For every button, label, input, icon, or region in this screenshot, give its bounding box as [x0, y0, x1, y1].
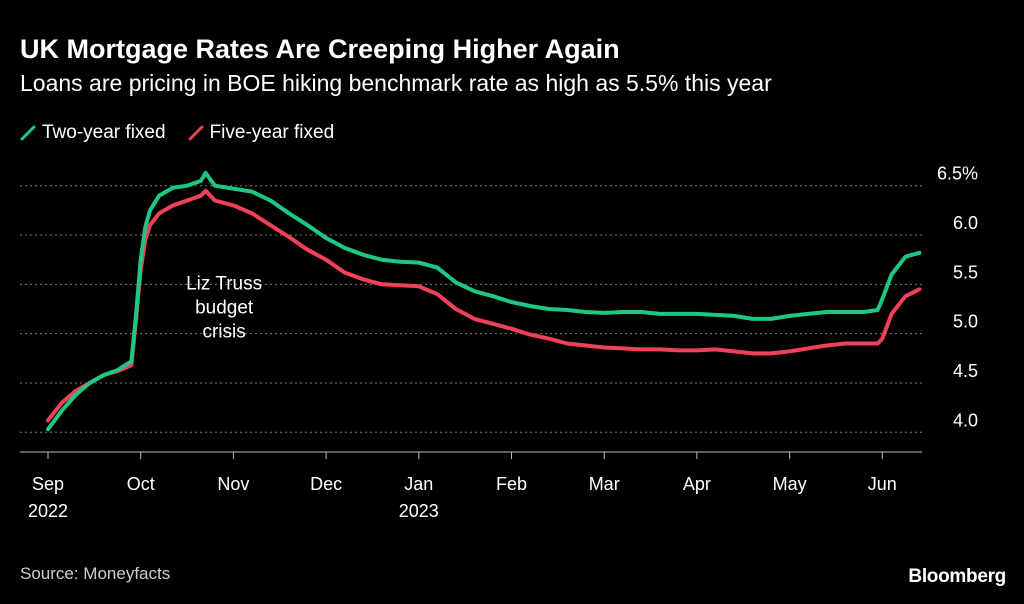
- x-tick-year-0: 2022: [28, 501, 68, 521]
- y-tick-label-2: 5.0: [953, 312, 978, 332]
- chart-title: UK Mortgage Rates Are Creeping Higher Ag…: [20, 34, 620, 64]
- y-tick-label-3: 5.5: [953, 262, 978, 282]
- five-year-line-icon: [188, 125, 204, 141]
- y-tick-label-5: 6.5%: [937, 164, 978, 184]
- x-tick-label-8: May: [773, 474, 807, 494]
- annotation-line-0: Liz Truss: [186, 273, 262, 294]
- x-tick-label-2: Nov: [217, 474, 249, 494]
- gridlines: [20, 185, 922, 433]
- y-axis: 4.0 4.5 5.0 5.5 6.0 6.5%: [937, 164, 978, 431]
- bloomberg-logo: Bloomberg: [908, 566, 1006, 587]
- x-tick-year-4: 2023: [399, 501, 439, 521]
- legend-item-two-year: Two-year fixed: [20, 122, 166, 144]
- x-tick-label-5: Feb: [496, 474, 527, 494]
- x-tick-label-1: Oct: [127, 474, 155, 494]
- x-tick-label-9: Jun: [868, 474, 897, 494]
- y-tick-label-0: 4.0: [953, 410, 978, 430]
- y-tick-label-1: 4.5: [953, 361, 978, 381]
- x-tick-label-3: Dec: [310, 474, 342, 494]
- annotation-line-2: crisis: [202, 321, 245, 342]
- x-tick-label-4: Jan: [404, 474, 433, 494]
- legend: Two-year fixed Five-year fixed: [20, 122, 334, 144]
- x-tick-label-7: Apr: [683, 474, 711, 494]
- chart-subtitle: Loans are pricing in BOE hiking benchmar…: [20, 70, 772, 96]
- series-five-year-line: [46, 188, 922, 423]
- series-two-year-line: [46, 170, 922, 432]
- annotation-line-1: budget: [195, 297, 254, 318]
- legend-item-five-year: Five-year fixed: [188, 122, 335, 144]
- legend-label-five-year: Five-year fixed: [209, 122, 335, 143]
- x-axis: Sep 2022 Oct Nov Dec Jan 2023 Feb Mar Apr May Jun: [20, 451, 922, 521]
- source-note: Source: Moneyfacts: [20, 564, 171, 583]
- series-lines: [46, 170, 922, 432]
- y-tick-label-4: 6.0: [953, 213, 978, 233]
- two-year-line-icon: [20, 125, 36, 141]
- legend-label-two-year: Two-year fixed: [42, 122, 166, 143]
- x-tick-label-6: Mar: [589, 474, 620, 494]
- x-tick-label-0: Sep: [32, 474, 64, 494]
- annotation: Liz Truss budget crisis: [186, 273, 262, 342]
